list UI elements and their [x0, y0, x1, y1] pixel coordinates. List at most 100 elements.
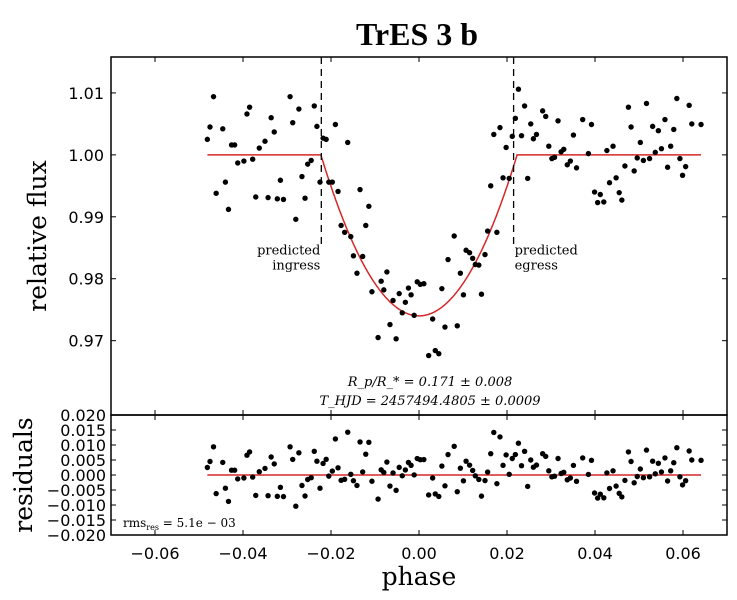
residual-data-point [555, 455, 561, 462]
residual-data-point [246, 449, 253, 455]
residual-data-point [652, 471, 658, 477]
residual-data-point [664, 478, 671, 484]
flux-data-point [429, 316, 436, 322]
residual-y-tick-label: −0.010 [47, 496, 106, 515]
residual-data-point [442, 483, 448, 489]
flux-data-point [561, 146, 567, 152]
residual-data-point [606, 485, 613, 492]
residual-data-point [457, 465, 464, 471]
flux-data-point [679, 172, 686, 179]
flux-data-point [551, 154, 558, 161]
flux-data-point [533, 131, 540, 138]
residual-data-point [408, 462, 414, 469]
residual-y-tick-label: 0.010 [60, 436, 106, 455]
flux-data-point [528, 121, 534, 127]
residual-data-point [585, 471, 592, 478]
residual-data-point [625, 449, 632, 455]
predicted-egress-label: predicted [515, 244, 578, 259]
residual-data-point [222, 485, 229, 491]
flux-data-point [585, 150, 592, 157]
flux-data-point [488, 183, 494, 189]
flux-data-point [686, 102, 692, 109]
residual-data-point [689, 457, 695, 463]
residual-data-point [646, 474, 653, 480]
residual-data-point [357, 439, 363, 445]
flux-data-point [439, 285, 445, 292]
residual-data-point [296, 450, 302, 456]
residual-data-point [369, 478, 375, 484]
residual-data-point [591, 490, 598, 496]
flux-data-point [631, 168, 637, 174]
flux-data-point [643, 100, 650, 107]
residual-data-point [256, 469, 262, 475]
residual-data-point [570, 462, 577, 469]
residual-data-point [597, 491, 603, 497]
flux-data-point [658, 145, 665, 152]
flux-data-point [649, 123, 656, 130]
flux-data-point [274, 196, 281, 202]
residual-data-point [271, 461, 277, 467]
residual-data-point [588, 457, 595, 463]
flux-data-point [375, 334, 381, 341]
residual-y-tick-label: 0.020 [60, 406, 106, 425]
flux-data-point [591, 189, 598, 195]
flux-data-point [664, 164, 671, 170]
residual-data-point [631, 480, 637, 486]
x-tick-label: 0.00 [401, 544, 437, 563]
flux-data-point [515, 86, 522, 92]
flux-plot-frame [110, 56, 728, 416]
residual-data-point [241, 475, 247, 481]
flux-data-point [524, 175, 531, 182]
flux-data-point [345, 139, 351, 146]
flux-data-point [667, 143, 674, 149]
flux-data-point [210, 93, 217, 100]
flux-panel: 0.970.980.991.001.01predictedingresspred… [68, 56, 728, 535]
residual-data-point [320, 460, 326, 467]
x-tick-label: 0.06 [665, 544, 701, 563]
residual-data-point [679, 482, 686, 488]
flux-data-point [521, 103, 528, 109]
flux-data-point [682, 163, 689, 170]
predicted-egress-label: egress [515, 259, 558, 274]
residual-data-point [213, 490, 219, 497]
residual-data-point [528, 457, 534, 463]
residual-data-point [359, 469, 366, 475]
residual-data-point [601, 495, 607, 501]
residual-data-point [488, 450, 494, 457]
residual-data-point [682, 478, 689, 484]
flux-data-point [588, 121, 595, 128]
flux-data-point [478, 291, 485, 297]
residual-y-tick-label: 0.000 [60, 466, 106, 485]
residual-data-point [439, 463, 445, 469]
flux-data-point [231, 142, 238, 148]
flux-data-point [451, 233, 457, 239]
residual-data-point [655, 460, 662, 466]
residual-data-point [375, 496, 381, 502]
flux-data-point [378, 278, 384, 284]
residual-data-point [335, 465, 341, 471]
residual-data-point [384, 459, 390, 465]
residual-data-point [543, 453, 549, 460]
residual-data-point [265, 493, 271, 499]
flux-data-point [671, 126, 677, 133]
residual-data-point [411, 472, 417, 478]
flux-data-point [634, 155, 640, 161]
residual-y-tick-label: 0.015 [60, 421, 106, 440]
flux-data-point [698, 121, 704, 128]
residual-data-point [466, 462, 473, 468]
residual-data-point [497, 434, 503, 440]
residual-data-point [677, 474, 683, 480]
residual-data-point [299, 482, 305, 489]
x-tick-label: −0.04 [218, 544, 267, 563]
residual-data-point [451, 443, 457, 450]
flux-data-point [689, 121, 695, 127]
flux-data-point [387, 321, 393, 328]
y-tick-label: 0.99 [68, 208, 104, 227]
flux-data-point [222, 179, 229, 185]
x-tick-label: −0.06 [130, 544, 179, 563]
chart-title: TrES 3 b [356, 16, 478, 52]
residual-data-point [662, 455, 668, 461]
residual-data-point [204, 464, 211, 471]
flux-data-point [640, 157, 647, 164]
residual-data-point [381, 469, 387, 476]
